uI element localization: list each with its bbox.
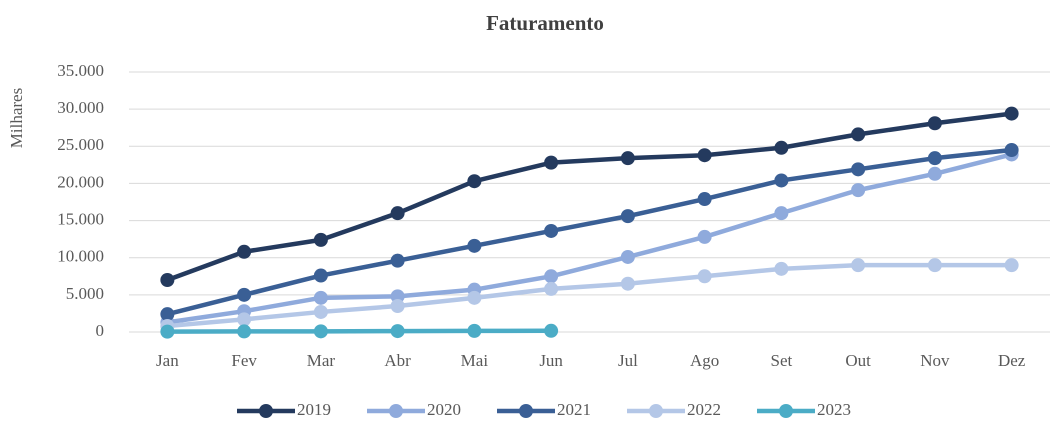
legend-marker: [649, 404, 663, 418]
data-point: [237, 324, 252, 339]
data-point: [467, 174, 482, 189]
data-point: [544, 323, 559, 338]
x-tick-label: Out: [845, 351, 871, 370]
data-point: [620, 249, 635, 264]
series-line: [167, 262, 1012, 329]
data-point: [927, 151, 942, 166]
x-tick-label: Fev: [231, 351, 257, 370]
y-axis-label: Milhares: [7, 88, 26, 148]
data-point: [1004, 258, 1019, 273]
legend-marker: [259, 404, 273, 418]
x-tick-label: Jan: [156, 351, 179, 370]
y-tick-label: 10.000: [57, 247, 104, 266]
data-point: [313, 232, 328, 247]
y-tick-label: 30.000: [57, 98, 104, 117]
y-tick-label: 25.000: [57, 135, 104, 154]
legend-marker: [389, 404, 403, 418]
data-point: [390, 324, 405, 339]
data-point: [544, 281, 559, 296]
legend-label: 2021: [557, 400, 591, 419]
data-point: [544, 223, 559, 238]
data-point: [697, 229, 712, 244]
data-point: [774, 173, 789, 188]
data-point: [544, 269, 559, 284]
series-line: [166, 111, 1012, 283]
data-point: [697, 148, 712, 163]
x-tick-label: Ago: [690, 351, 719, 370]
data-point: [774, 261, 789, 276]
data-point: [237, 244, 252, 259]
data-point: [927, 116, 942, 131]
x-tick-label: Mai: [461, 351, 489, 370]
data-point: [160, 307, 175, 322]
x-tick-label: Nov: [920, 351, 950, 370]
data-point: [620, 209, 635, 224]
data-point: [1004, 143, 1019, 157]
y-tick-label: 15.000: [57, 209, 104, 228]
legend-label: 2019: [297, 400, 331, 419]
data-point: [313, 304, 328, 319]
legend-label: 2020: [427, 400, 461, 419]
data-point: [237, 287, 252, 302]
legend-marker: [519, 404, 533, 418]
series-line: [167, 328, 552, 334]
legend-marker: [779, 404, 793, 418]
x-tick-label: Mar: [307, 351, 336, 370]
data-point: [851, 183, 866, 198]
x-tick-label: Abr: [384, 351, 411, 370]
series-line: [167, 152, 1013, 325]
y-tick-label: 35.000: [57, 61, 104, 80]
data-point: [467, 323, 482, 338]
y-tick-label: 5.000: [66, 284, 104, 303]
data-point: [467, 238, 482, 253]
data-point: [774, 140, 789, 155]
y-tick-label: 0: [96, 321, 105, 340]
data-point: [620, 276, 635, 291]
data-point: [774, 206, 789, 221]
data-point: [160, 324, 175, 339]
series-line: [166, 147, 1012, 317]
data-point: [927, 258, 942, 273]
data-point: [851, 162, 866, 177]
data-point: [390, 253, 405, 268]
data-point: [1004, 106, 1019, 121]
data-point: [390, 299, 405, 313]
data-point: [390, 289, 405, 304]
data-point: [390, 206, 405, 221]
data-point: [697, 269, 712, 284]
y-tick-label: 20.000: [57, 172, 104, 191]
data-point: [697, 192, 712, 207]
data-point: [160, 273, 175, 287]
x-tick-label: Set: [771, 351, 793, 370]
data-point: [927, 166, 942, 181]
data-point: [313, 324, 328, 339]
data-point: [851, 258, 866, 273]
data-point: [237, 312, 252, 327]
data-point: [620, 151, 635, 166]
data-point: [851, 127, 866, 142]
chart-title: Faturamento: [486, 11, 604, 35]
legend-label: 2023: [817, 400, 851, 419]
x-tick-label: Dez: [998, 351, 1026, 370]
x-tick-label: Jun: [539, 351, 563, 370]
data-point: [313, 290, 328, 305]
data-point: [467, 290, 482, 305]
data-point: [313, 268, 328, 283]
legend-label: 2022: [687, 400, 721, 419]
x-tick-label: Jul: [618, 351, 638, 370]
data-point: [544, 155, 559, 170]
